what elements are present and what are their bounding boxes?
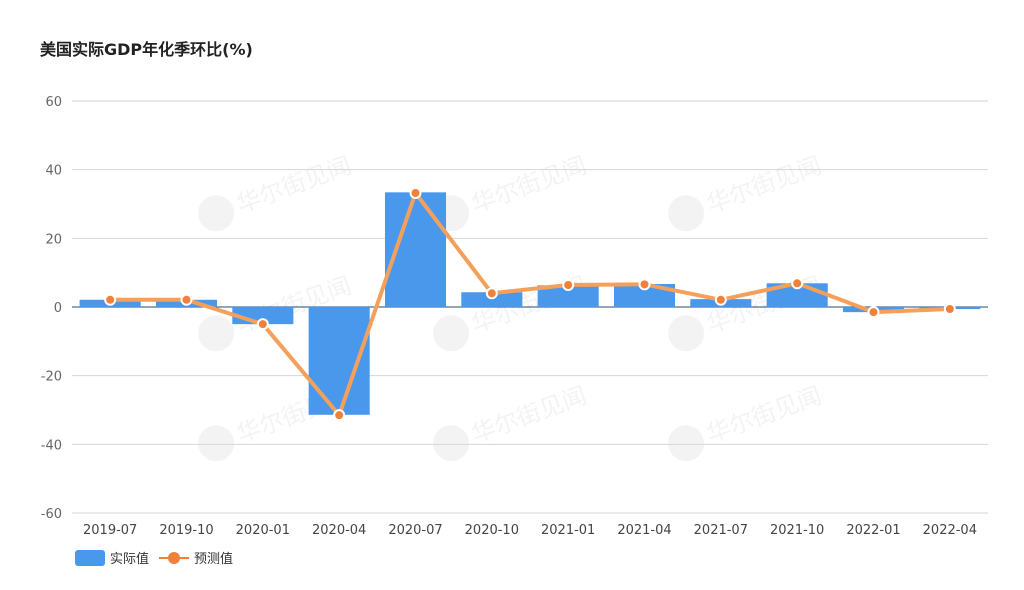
y-tick-label: 60 [45,95,62,110]
watermark-text: 华尔街见闻 [468,151,590,218]
legend-line-swatch [159,550,190,566]
x-tick-label: 2021-07 [694,523,748,538]
bar-2021-01 [537,285,599,307]
legend-item-actual[interactable]: 实际值 [75,548,149,567]
watermark-logo-icon [433,425,470,462]
y-tick-label: -60 [41,507,62,522]
y-tick-label: 0 [54,301,62,316]
legend-label-actual: 实际值 [110,552,150,567]
watermark: 华尔街见闻 [433,151,590,232]
forecast-point-2019-10 [180,293,193,306]
watermark-text: 华尔街见闻 [703,151,825,218]
watermark-logo-icon [668,315,705,352]
x-tick-label: 2020-04 [312,523,366,538]
x-tick-label: 2021-10 [770,523,824,538]
forecast-point-2020-01 [256,318,269,331]
legend-item-forecast[interactable]: 预测值 [159,548,233,567]
forecast-point-2020-04 [333,409,346,422]
forecast-point-2020-07 [409,187,422,200]
bar-2020-04 [308,307,370,415]
y-tick-label: -40 [41,438,62,453]
forecast-point-2019-07 [104,293,117,306]
watermark-logo-icon [198,315,235,352]
x-tick-label: 2022-04 [923,523,977,538]
x-tick-label: 2020-01 [236,523,290,538]
legend-bar-swatch [75,549,105,566]
watermark-logo-icon [668,425,705,462]
bar-2020-10 [461,292,523,307]
forecast-point-2021-01 [562,279,575,292]
bar-2021-04 [613,283,676,307]
watermark-text: 华尔街见闻 [233,151,355,218]
x-tick-label: 2022-01 [846,523,900,538]
watermark-logo-icon [198,195,235,232]
forecast-point-2021-07 [714,293,727,306]
y-tick-label: 20 [45,232,62,247]
forecast-point-2021-10 [791,277,804,290]
legend-label-forecast: 预测值 [194,552,234,567]
y-tick-label: -20 [41,370,62,385]
chart-title: 美国实际GDP年化季环比(%) [40,40,253,59]
watermark: 华尔街见闻 [668,381,825,462]
forecast-point-2021-04 [638,278,651,291]
x-tick-label: 2020-07 [388,523,442,538]
watermark-logo-icon [198,425,235,462]
y-tick-label: 40 [45,164,62,179]
x-tick-label: 2021-01 [541,523,595,538]
x-tick-label: 2019-10 [159,523,213,538]
forecast-line [108,191,952,418]
watermark-logo-icon [668,195,705,232]
watermark-text: 华尔街见闻 [468,381,590,448]
forecast-point-2020-10 [485,287,498,300]
forecast-point-2022-04 [943,303,956,316]
watermark: 华尔街见闻 [198,151,355,232]
watermark: 华尔街见闻 [668,151,825,232]
x-tick-label: 2020-10 [465,523,519,538]
forecast-point-2022-01 [867,306,880,319]
x-tick-label: 2019-07 [83,523,137,538]
x-tick-label: 2021-04 [617,523,671,538]
legend: 实际值 预测值 [75,548,243,567]
watermark-logo-icon [433,315,470,352]
watermark: 华尔街见闻 [433,381,590,462]
watermark-text: 华尔街见闻 [703,381,825,448]
